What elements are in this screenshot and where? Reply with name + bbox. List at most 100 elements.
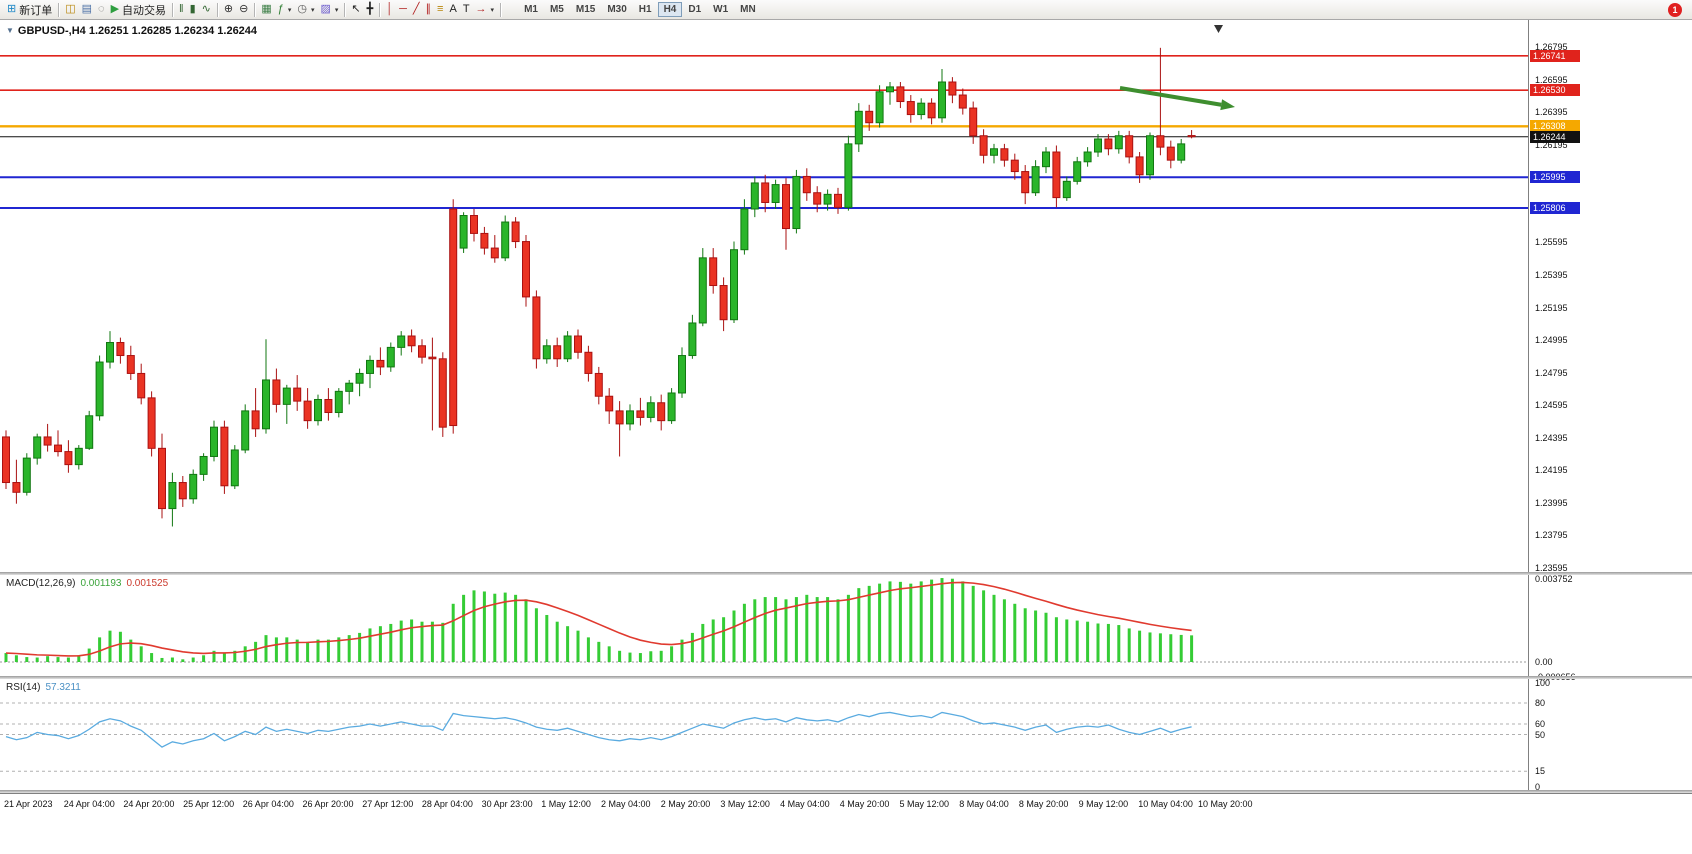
candle: [1156, 47, 1165, 156]
candle: [917, 98, 926, 120]
trendline-icon: ╱: [412, 3, 420, 15]
zoom-out-button[interactable]: ⊖: [236, 1, 251, 19]
trend-arrow[interactable]: [1119, 86, 1235, 111]
templates-button[interactable]: ▨ ▾: [317, 1, 341, 19]
candle: [1052, 145, 1061, 208]
horizontal-line-button[interactable]: ─: [396, 1, 410, 19]
price-axis[interactable]: 1.267951.265951.263951.261951.259951.257…: [1528, 20, 1692, 573]
new-order-button[interactable]: ⊞ 新订单: [4, 1, 55, 19]
candle: [1166, 140, 1175, 169]
time-axis-label: 24 Apr 04:00: [63, 799, 115, 809]
timeframe-m30-button[interactable]: M30: [601, 2, 632, 17]
macd-histogram-bar: [992, 594, 996, 662]
candle: [480, 226, 489, 255]
macd-histogram-bar: [1075, 620, 1079, 662]
macd-histogram-bar: [774, 597, 778, 662]
main-chart[interactable]: [0, 20, 1692, 572]
macd-histogram-bar: [638, 653, 642, 662]
arrows-button[interactable]: → ▾: [473, 1, 498, 19]
panel-divider[interactable]: [0, 572, 1692, 575]
crosshair-button[interactable]: ╋: [364, 1, 377, 19]
macd-histogram-bar: [1169, 634, 1173, 662]
candle: [854, 103, 863, 153]
text-label-button[interactable]: T: [460, 1, 473, 19]
rsi-axis[interactable]: 100 80 60 50 15 0: [1528, 678, 1692, 792]
candle: [969, 101, 978, 144]
autotrading-button[interactable]: ▶ 自动交易: [108, 1, 169, 19]
time-axis-label: 8 May 04:00: [959, 799, 1009, 809]
indicators-button[interactable]: ƒ ▾: [275, 1, 295, 19]
candle: [12, 459, 21, 504]
market-watch-button[interactable]: ▤: [79, 1, 95, 19]
pivot-line-price-label: 1.26308: [1530, 120, 1580, 133]
tile-windows-icon: ▦: [261, 3, 272, 15]
macd-histogram-bar: [1190, 635, 1194, 662]
text-button[interactable]: A: [446, 1, 459, 19]
current-price-line-price-label: 1.26244: [1530, 130, 1580, 143]
notification-badge[interactable]: 1: [1668, 2, 1682, 17]
panel-divider[interactable]: [0, 676, 1692, 679]
macd-histogram-bar: [285, 637, 289, 662]
macd-histogram-bar: [264, 635, 268, 662]
candle: [303, 388, 312, 429]
candle: [615, 401, 624, 457]
timeframe-mn-button[interactable]: MN: [734, 2, 762, 17]
periods-button[interactable]: ◷ ▾: [294, 1, 317, 19]
time-axis[interactable]: 21 Apr 2023 24 Apr 04:00 24 Apr 20:00 25 Ap…: [0, 793, 1692, 816]
candle: [813, 186, 822, 213]
vertical-line-button[interactable]: │: [383, 1, 396, 19]
candle: [740, 199, 749, 255]
macd-histogram-bar: [326, 639, 330, 662]
tile-windows-button[interactable]: ▦: [258, 1, 274, 19]
macd-histogram-bar: [815, 597, 819, 662]
timeframe-m5-button[interactable]: M5: [544, 2, 570, 17]
candle: [74, 445, 83, 470]
macd-histogram-bar: [1106, 623, 1110, 662]
price-axis-label: 1.26195: [1535, 139, 1568, 150]
rsi-line: [5, 711, 1192, 748]
time-axis-label: 26 Apr 04:00: [242, 799, 294, 809]
candle: [147, 391, 156, 457]
candle: [345, 379, 354, 405]
macd-histogram-bar: [274, 637, 278, 662]
macd-histogram-bar: [222, 653, 226, 662]
macd-histogram-bar: [649, 651, 653, 662]
zoom-in-button[interactable]: ⊕: [221, 1, 236, 19]
macd-histogram-bar: [524, 599, 528, 662]
fibonacci-button[interactable]: ≡: [434, 1, 446, 19]
chart-title-bar: ▼ GBPUSD-,H4 1.26251 1.26285 1.26234 1.2…: [6, 25, 257, 37]
refresh-button[interactable]: ◌: [95, 1, 108, 19]
candle: [366, 355, 374, 389]
macd-panel[interactable]: [0, 575, 1692, 676]
candle: [709, 248, 718, 294]
candle: [355, 368, 364, 397]
timeframe-h4-button[interactable]: H4: [657, 2, 683, 17]
timeframe-h1-button[interactable]: H1: [633, 2, 658, 17]
candlestick-chart-button[interactable]: ▮: [187, 1, 199, 19]
macd-histogram-bar: [888, 581, 892, 662]
macd-histogram-bar: [607, 646, 611, 662]
line-chart-button[interactable]: ∿: [199, 1, 214, 19]
macd-histogram-bar: [742, 603, 746, 662]
one-click-trading-toggle-icon[interactable]: ▼: [6, 26, 14, 35]
cursor-button[interactable]: ↖: [348, 1, 363, 19]
chart-window-button[interactable]: ◫: [62, 1, 78, 19]
trendline-button[interactable]: ╱: [410, 1, 423, 19]
macd-histogram-bar: [576, 630, 580, 662]
panel-divider[interactable]: [0, 790, 1692, 793]
candle: [1062, 176, 1071, 201]
cursor-icon: ↖: [351, 3, 361, 15]
macd-histogram-bar: [14, 655, 18, 662]
timeframe-w1-button[interactable]: W1: [707, 2, 734, 17]
macd-histogram-bar: [722, 617, 726, 662]
time-axis-label: 10 May 20:00: [1198, 799, 1253, 809]
timeframe-m1-button[interactable]: M1: [518, 2, 544, 17]
rsi-panel[interactable]: [0, 679, 1692, 790]
timeframe-d1-button[interactable]: D1: [682, 2, 707, 17]
macd-histogram-bar: [4, 653, 8, 662]
candle: [823, 189, 832, 211]
timeframe-m15-button[interactable]: M15: [570, 2, 601, 17]
bar-chart-button[interactable]: ‖: [176, 1, 187, 19]
channel-button[interactable]: ∥: [423, 1, 435, 19]
